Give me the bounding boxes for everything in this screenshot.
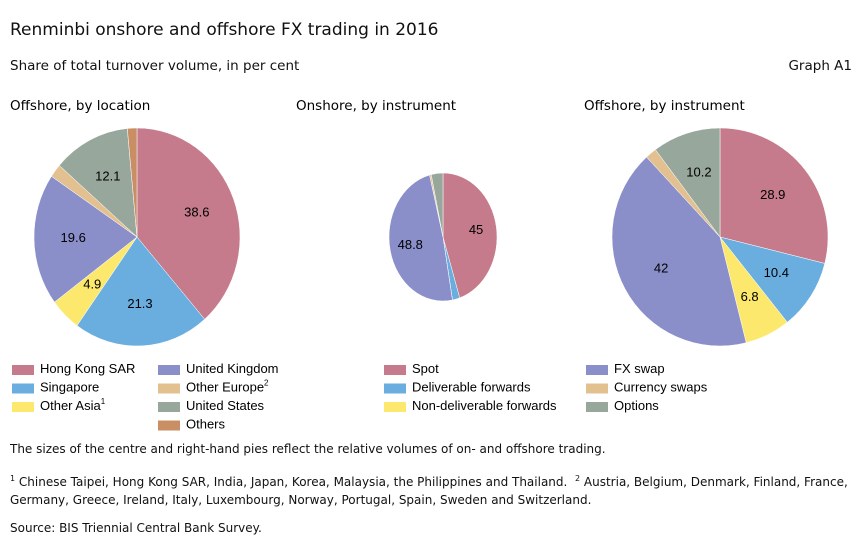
legend-swatch — [158, 383, 180, 394]
data-label: 48.8 — [398, 237, 423, 252]
pie-title: Onshore, by instrument — [296, 98, 456, 114]
footnotes: 1 Chinese Taipei, Hong Kong SAR, India, … — [10, 470, 855, 509]
data-label: 4.9 — [83, 277, 101, 292]
source: Source: BIS Triennial Central Bank Surve… — [10, 521, 262, 535]
pie-slice — [33, 175, 138, 303]
legend-swatch — [12, 402, 34, 412]
legend-text: Currency swaps — [614, 380, 708, 395]
data-label: 38.6 — [184, 205, 209, 220]
legend-label: Currency swaps — [614, 380, 708, 395]
pie-slice — [76, 236, 205, 347]
legend-swatch — [12, 365, 34, 375]
legend-superscript: 2 — [264, 379, 269, 388]
pie-slice — [719, 127, 829, 264]
pie-slice — [611, 156, 747, 347]
legend-text: Non-deliverable forwards — [412, 398, 557, 413]
legend-text: Hong Kong SAR — [40, 361, 135, 376]
footnote-mark: 1 — [10, 474, 16, 483]
data-label: 6.8 — [741, 289, 759, 304]
legend-text: United States — [186, 398, 265, 413]
legend-label: Non-deliverable forwards — [412, 398, 557, 413]
legend-label: United States — [186, 398, 265, 413]
pie-title: Offshore, by location — [10, 98, 150, 114]
pie-slice — [136, 127, 241, 320]
legend-text: FX swap — [614, 361, 665, 376]
legend-label: Other Europe2 — [186, 379, 269, 395]
legend-swatch — [12, 383, 34, 394]
pie-slice — [388, 174, 453, 302]
legend-label: Spot — [412, 361, 439, 376]
legend-label: United Kingdom — [186, 361, 279, 376]
legend-swatch — [586, 383, 608, 394]
data-label: 45 — [469, 222, 483, 237]
legend-text: Spot — [412, 361, 439, 376]
legend-swatch — [586, 365, 608, 375]
graph-label: Graph A1 — [788, 58, 852, 74]
legend-swatch — [384, 365, 406, 375]
legend-text: Singapore — [40, 380, 99, 395]
legend-swatch — [384, 402, 406, 412]
pie-slice — [719, 236, 826, 323]
legend-swatch — [384, 383, 406, 394]
pie-slice — [430, 172, 444, 238]
legend-label: Options — [614, 398, 659, 413]
pie-slice — [442, 172, 498, 299]
legend-swatch — [586, 402, 608, 412]
footnote: Austria, Belgium, Denmark, Finland, Fran… — [10, 475, 848, 507]
data-label: 10.2 — [686, 164, 711, 179]
legend-label: Deliverable forwards — [412, 380, 531, 395]
legend-swatch — [158, 365, 180, 375]
subtitle: Share of total turnover volume, in per c… — [10, 58, 300, 74]
data-label: 10.4 — [764, 265, 789, 280]
legend-text: United Kingdom — [186, 361, 279, 376]
legend-text: Others — [186, 417, 226, 432]
legend-superscript: 1 — [101, 397, 106, 406]
legend-label: Other Asia1 — [40, 397, 106, 413]
legend-text: Other Asia — [40, 398, 101, 413]
footnote: Chinese Taipei, Hong Kong SAR, India, Ja… — [18, 475, 568, 489]
legend-text: Deliverable forwards — [412, 380, 531, 395]
legend-swatch — [158, 420, 180, 431]
data-label: 42 — [654, 261, 668, 276]
pie-slice — [58, 128, 138, 238]
pie-slice — [655, 127, 721, 238]
footnote-mark: 2 — [574, 474, 581, 483]
legend-label: Hong Kong SAR — [40, 361, 135, 376]
legend-label: Others — [186, 417, 226, 432]
legend-text: Options — [614, 398, 659, 413]
data-label: 19.6 — [61, 230, 86, 245]
legend-text: Other Europe — [186, 380, 264, 395]
charts: Offshore, by location 38.6 21.3 4.9 19.6 12.1… — [10, 98, 829, 432]
note: The sizes of the centre and right-hand p… — [10, 442, 606, 456]
title: Renminbi onshore and offshore FX trading… — [10, 20, 439, 40]
pie-title: Offshore, by instrument — [584, 98, 745, 114]
legend-label: Singapore — [40, 380, 99, 395]
data-label: 21.3 — [127, 296, 152, 311]
legend-label: FX swap — [614, 361, 665, 376]
data-label: 12.1 — [95, 168, 120, 183]
pie-slice — [127, 127, 138, 238]
legend-swatch — [158, 402, 180, 412]
data-label: 28.9 — [760, 187, 785, 202]
